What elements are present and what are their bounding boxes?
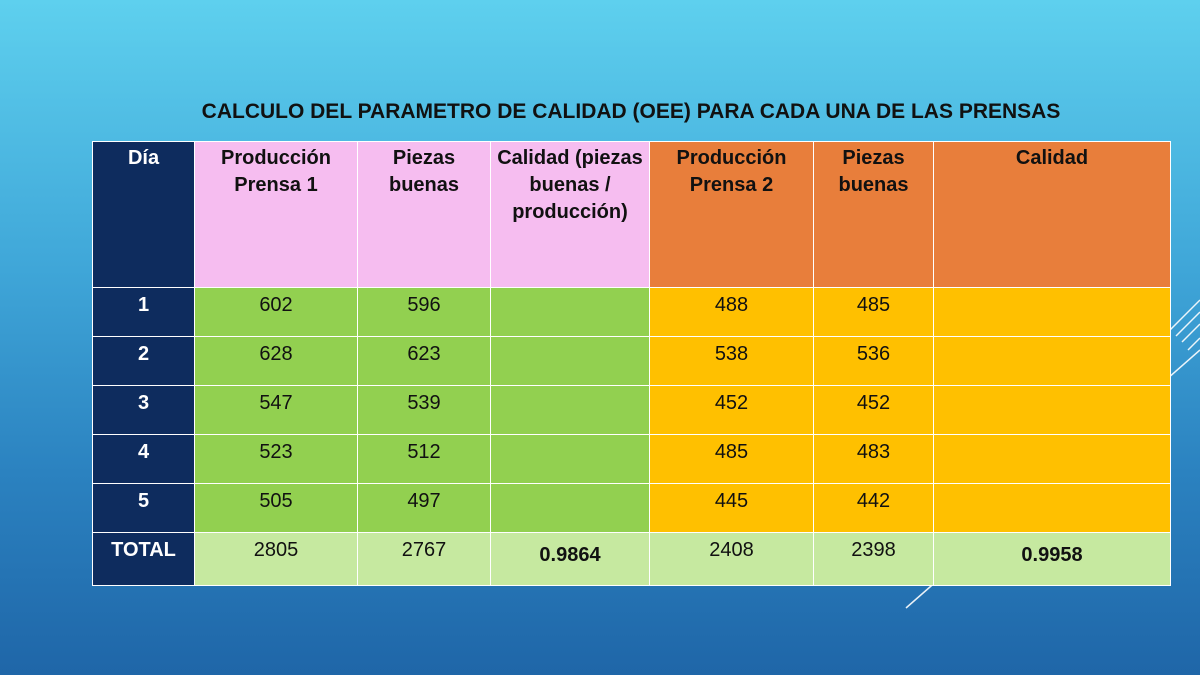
- cell-dia: 2: [92, 336, 195, 386]
- cell-produccion-1: 505: [194, 483, 358, 533]
- cell-buenas-1: 596: [357, 287, 491, 337]
- total-row: TOTAL 2805 2767 0.9864 2408 2398 0.9958: [92, 532, 1171, 586]
- header-calidad-2: Calidad: [933, 141, 1171, 288]
- cell-calidad-1: [490, 483, 650, 533]
- cell-calidad-2: [933, 336, 1171, 386]
- cell-buenas-2: 442: [813, 483, 934, 533]
- cell-dia: 1: [92, 287, 195, 337]
- cell-calidad-1: [490, 434, 650, 484]
- table-row: 5 505 497 445 442: [92, 483, 1171, 533]
- cell-dia: 3: [92, 385, 195, 435]
- total-buenas-2: 2398: [813, 532, 934, 586]
- total-calidad-2: 0.9958: [933, 532, 1171, 586]
- cell-calidad-1: [490, 336, 650, 386]
- cell-buenas-1: 623: [357, 336, 491, 386]
- cell-calidad-1: [490, 385, 650, 435]
- cell-calidad-2: [933, 434, 1171, 484]
- cell-produccion-2: 452: [649, 385, 814, 435]
- cell-buenas-1: 512: [357, 434, 491, 484]
- cell-produccion-2: 488: [649, 287, 814, 337]
- header-produccion-prensa-2: Producción Prensa 2: [649, 141, 814, 288]
- total-produccion-1: 2805: [194, 532, 358, 586]
- total-label: TOTAL: [92, 532, 195, 586]
- cell-buenas-2: 483: [813, 434, 934, 484]
- cell-dia: 5: [92, 483, 195, 533]
- cell-produccion-1: 547: [194, 385, 358, 435]
- total-buenas-1: 2767: [357, 532, 491, 586]
- table-row: 2 628 623 538 536: [92, 336, 1171, 386]
- total-calidad-1: 0.9864: [490, 532, 650, 586]
- cell-produccion-1: 602: [194, 287, 358, 337]
- cell-calidad-2: [933, 287, 1171, 337]
- cell-buenas-1: 539: [357, 385, 491, 435]
- cell-buenas-2: 452: [813, 385, 934, 435]
- header-dia: Día: [92, 141, 195, 288]
- cell-produccion-1: 628: [194, 336, 358, 386]
- header-piezas-buenas-1: Piezas buenas: [357, 141, 491, 288]
- cell-produccion-1: 523: [194, 434, 358, 484]
- header-row: Día Producción Prensa 1 Piezas buenas Ca…: [92, 141, 1171, 288]
- cell-buenas-2: 536: [813, 336, 934, 386]
- cell-produccion-2: 538: [649, 336, 814, 386]
- table-row: 1 602 596 488 485: [92, 287, 1171, 337]
- oee-quality-table: Día Producción Prensa 1 Piezas buenas Ca…: [92, 141, 1171, 586]
- total-produccion-2: 2408: [649, 532, 814, 586]
- cell-produccion-2: 485: [649, 434, 814, 484]
- header-calidad-1: Calidad (piezas buenas / producción): [490, 141, 650, 288]
- cell-buenas-2: 485: [813, 287, 934, 337]
- table-row: 3 547 539 452 452: [92, 385, 1171, 435]
- slide-title: CALCULO DEL PARAMETRO DE CALIDAD (OEE) P…: [201, 100, 1061, 123]
- header-produccion-prensa-1: Producción Prensa 1: [194, 141, 358, 288]
- cell-calidad-2: [933, 483, 1171, 533]
- cell-buenas-1: 497: [357, 483, 491, 533]
- cell-dia: 4: [92, 434, 195, 484]
- cell-calidad-1: [490, 287, 650, 337]
- table-row: 4 523 512 485 483: [92, 434, 1171, 484]
- cell-calidad-2: [933, 385, 1171, 435]
- header-piezas-buenas-2: Piezas buenas: [813, 141, 934, 288]
- cell-produccion-2: 445: [649, 483, 814, 533]
